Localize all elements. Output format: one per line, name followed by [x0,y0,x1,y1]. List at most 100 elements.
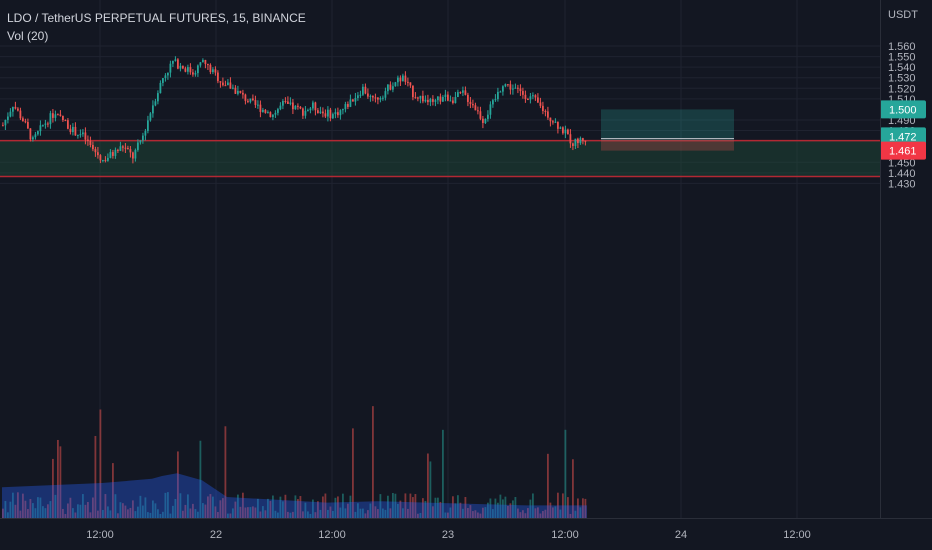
volume-bar [54,494,57,518]
volume-indicator-label[interactable]: Vol (20) [7,29,49,43]
volume-bar [307,511,309,518]
volume-bar [9,501,12,518]
volume-bar [577,498,579,518]
volume-bar [84,504,87,518]
candle-body [262,109,264,112]
volume-bar [504,496,507,518]
candle-body [257,104,259,106]
price-tick-label: 1.540 [888,62,916,74]
candle-body [314,102,317,111]
volume-bar [519,512,522,518]
candle-body [277,109,279,113]
candle-body [497,91,499,100]
volume-bar [137,506,139,518]
candle-body [519,88,522,92]
volume-bar [312,499,314,518]
candle-body [167,72,169,76]
volume-bar [44,508,47,518]
volume-bar [339,507,342,518]
volume-bar [502,499,504,518]
candle-body [337,112,339,116]
volume-bar [124,505,127,518]
volume-bar [447,512,449,518]
volume-bar [559,509,562,518]
volume-bar [552,507,554,518]
volume-bar [377,509,379,518]
volume-bar [269,501,272,518]
candle-body [454,97,457,104]
candle-body [174,59,177,61]
volume-bar [499,494,502,518]
position-profit-zone [601,109,734,141]
candle-body [54,114,57,118]
candle-body [17,108,19,111]
price-axis [881,0,932,518]
volume-bar [279,496,282,518]
candle-body [269,112,272,118]
candle-body [4,119,7,126]
volume-bar [399,500,402,518]
volume-bar [209,494,212,518]
candle-body [99,155,102,161]
volume-bar [232,508,234,518]
volume-bar [227,513,229,518]
volume-bar [24,500,27,518]
volume-bar [369,503,372,518]
candle-body [382,97,384,99]
candle-body [537,97,539,103]
candle-body [139,140,142,143]
candle-body [369,95,372,97]
candle-body [499,91,502,93]
volume-bar [167,492,169,518]
candle-body [564,129,567,134]
candle-body [62,115,64,121]
volume-bar [419,512,422,518]
candle-body [234,87,237,94]
candle-body [214,69,217,73]
volume-bar [492,509,494,518]
candle-body [362,86,364,95]
symbol-title[interactable]: LDO / TetherUS PERPETUAL FUTURES, 15, BI… [7,11,306,25]
candle-body [502,86,504,92]
candle-body [469,101,472,105]
candle-body [129,149,132,153]
volume-bar [547,453,549,518]
volume-bar [159,513,162,518]
candle-body [474,105,477,111]
volume-bar [414,494,417,518]
candle-body [584,140,587,142]
candle-body [39,125,42,132]
volume-bar [2,508,4,518]
volume-bar [422,498,424,518]
volume-bar [142,505,144,518]
candle-body [527,98,529,100]
candle-body [119,146,122,151]
candle-body [434,100,437,102]
candle-body [464,90,467,95]
volume-bar [262,506,264,518]
candle-body [282,100,284,106]
volume-bar [94,435,97,518]
candle-body [514,87,517,89]
volume-bar [82,494,84,518]
candle-body [297,105,299,107]
candle-body [247,100,249,102]
volume-bar [109,510,112,518]
volume-bar [242,492,244,518]
volume-bar [309,513,312,518]
candle-body [59,114,62,116]
volume-bar [327,509,329,518]
candle-body [74,126,77,136]
volume-bar [197,511,199,518]
volume-bar [74,512,77,518]
candle-body [402,75,404,82]
candle-body [439,96,442,102]
volume-bar [544,509,547,518]
volume-bar [69,497,72,518]
volume-bar [467,508,469,518]
candle-body [504,84,507,87]
candle-body [424,99,427,102]
candle-body [299,106,302,109]
